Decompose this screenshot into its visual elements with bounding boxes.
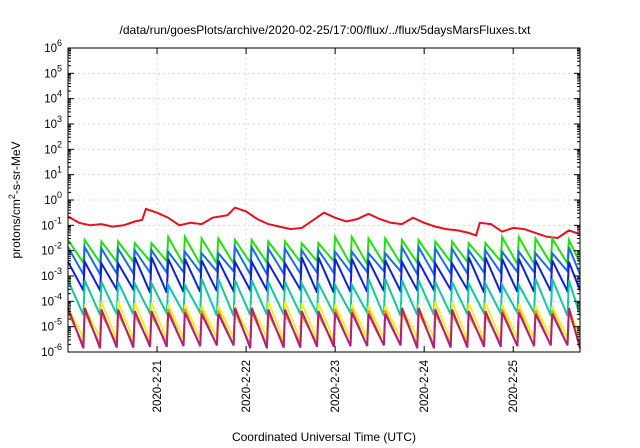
y-tick-label: 10-3 bbox=[41, 266, 62, 283]
y-label-sup: 2 bbox=[7, 194, 17, 199]
x-tick-label: 2020-2-24 bbox=[419, 359, 431, 412]
chart-title: /data/run/goesPlots/archive/2020-02-25/1… bbox=[120, 23, 532, 37]
y-label-rest: -s-sr-MeV bbox=[9, 141, 23, 194]
y-tick-label: 106 bbox=[44, 38, 62, 55]
x-tick-label: 2020-2-23 bbox=[330, 360, 342, 412]
y-tick-label: 10-4 bbox=[41, 291, 62, 308]
y-tick-label: 10-6 bbox=[41, 342, 62, 359]
x-axis: 2020-2-21 2020-2-22 2020-2-23 2020-2-24 2020… bbox=[152, 48, 520, 412]
x-axis-label: Coordinated Universal Time (UTC) bbox=[232, 430, 416, 444]
series-line-0 bbox=[67, 206, 581, 240]
y-axis-label: protons/cm2-s-sr-MeV bbox=[7, 141, 23, 258]
y-tick-label: 102 bbox=[44, 139, 62, 156]
y-tick-label: 101 bbox=[44, 165, 62, 182]
x-tick-label: 2020-2-22 bbox=[241, 360, 253, 412]
y-label-main: protons/cm bbox=[9, 199, 23, 258]
x-tick-label: 2020-2-25 bbox=[508, 360, 520, 412]
series-line-1 bbox=[67, 233, 581, 268]
series-line-2 bbox=[67, 243, 581, 278]
y-tick-label: 103 bbox=[44, 114, 62, 131]
y-axis: 10-6 10-5 10-4 10-3 10-2 10-1 100 101 102 103 104 1… bbox=[41, 38, 580, 359]
y-tick-label: 10-1 bbox=[41, 215, 62, 232]
y-tick-label: 105 bbox=[44, 63, 62, 80]
series-line-4 bbox=[67, 278, 581, 318]
y-tick-label: 100 bbox=[44, 190, 62, 207]
x-tick-label: 2020-2-21 bbox=[152, 360, 164, 412]
series-layer bbox=[67, 206, 581, 349]
series-line-3 bbox=[67, 256, 581, 296]
y-tick-label: 10-5 bbox=[41, 317, 62, 334]
grid bbox=[68, 48, 580, 352]
y-tick-label: 104 bbox=[44, 89, 62, 106]
series-line-5 bbox=[67, 301, 581, 342]
y-tick-label: 10-2 bbox=[41, 241, 62, 258]
series-line-7 bbox=[67, 307, 581, 349]
